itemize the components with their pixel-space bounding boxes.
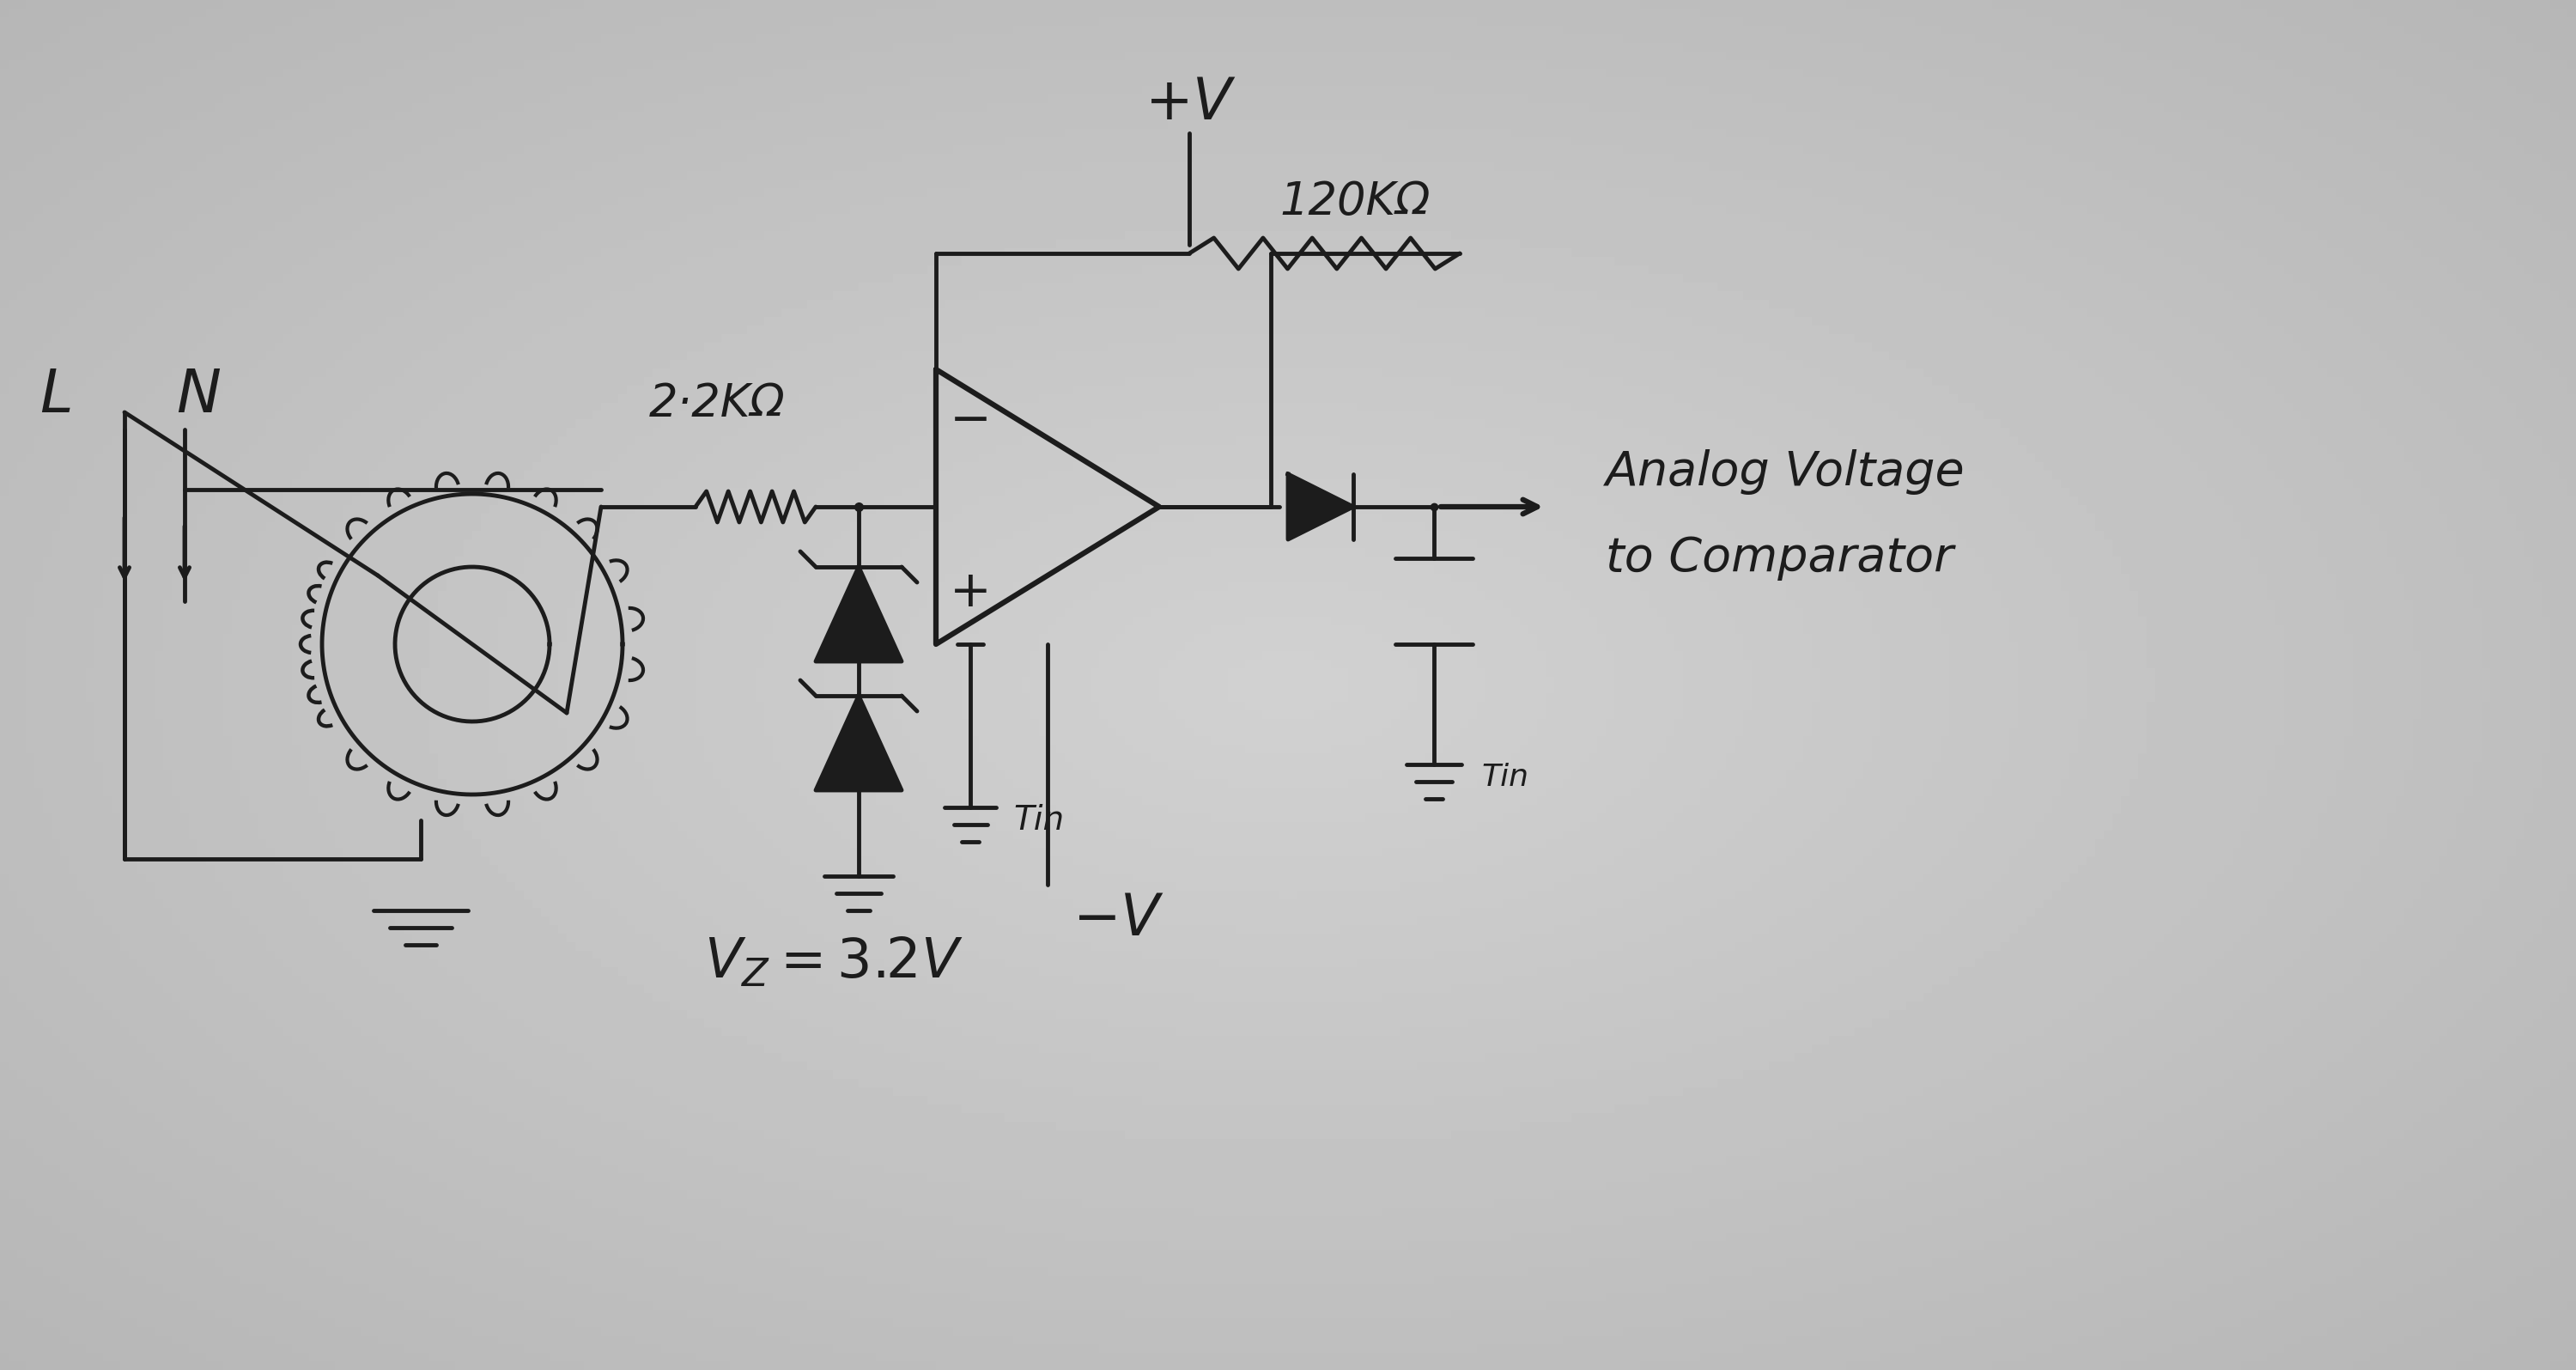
Text: to Comparator: to Comparator [1605,536,1953,581]
Text: −V: −V [1074,890,1159,948]
Text: Analog Voltage: Analog Voltage [1605,449,1965,495]
Polygon shape [817,696,902,790]
Text: L: L [39,366,72,423]
Text: N: N [175,366,222,423]
Text: 2·2KΩ: 2·2KΩ [649,381,786,426]
Text: −: − [951,396,992,445]
Text: +: + [951,569,992,616]
Text: Tin: Tin [1481,763,1528,792]
Polygon shape [817,567,902,662]
Text: Tin: Tin [1012,804,1064,837]
Polygon shape [1288,474,1352,540]
Text: 120KΩ: 120KΩ [1280,179,1430,225]
Text: +V: +V [1146,75,1234,132]
Text: $V_Z = 3.2V$: $V_Z = 3.2V$ [703,936,963,989]
